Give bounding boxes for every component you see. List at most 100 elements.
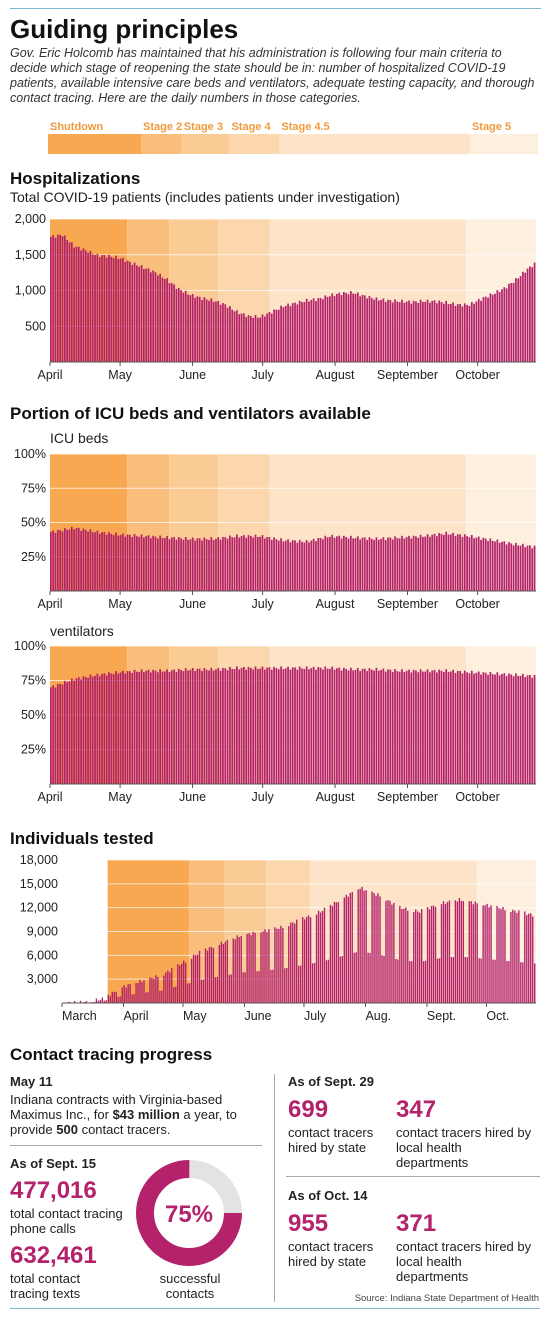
data-bar bbox=[524, 677, 527, 784]
data-bar bbox=[163, 975, 165, 1003]
data-bar bbox=[217, 537, 220, 591]
data-bar bbox=[397, 959, 399, 1003]
data-bar bbox=[89, 529, 92, 591]
data-bar bbox=[280, 305, 282, 362]
data-bar bbox=[117, 996, 119, 1003]
data-bar bbox=[460, 900, 463, 1003]
data-bar bbox=[502, 906, 504, 1003]
data-bar bbox=[277, 669, 280, 784]
data-bar bbox=[70, 526, 73, 591]
data-bar bbox=[373, 539, 375, 591]
data-bar bbox=[289, 542, 292, 591]
data-bar bbox=[189, 539, 192, 591]
data-bar bbox=[163, 538, 166, 591]
data-bar bbox=[395, 959, 397, 1003]
data-bar bbox=[345, 668, 348, 784]
data-bar bbox=[349, 892, 351, 1003]
data-bar bbox=[447, 534, 450, 591]
data-bar bbox=[93, 1001, 96, 1003]
data-bar bbox=[361, 537, 364, 591]
data-bar bbox=[212, 540, 215, 591]
data-bar bbox=[452, 532, 455, 591]
data-bar bbox=[236, 310, 238, 362]
data-bar bbox=[317, 910, 320, 1003]
data-bar bbox=[387, 669, 389, 784]
data-bar bbox=[519, 675, 522, 784]
x-tick-label: Sept. bbox=[427, 1009, 456, 1023]
data-bar bbox=[143, 537, 145, 591]
data-bar bbox=[218, 945, 221, 1003]
data-bar bbox=[263, 669, 266, 784]
data-bar bbox=[381, 955, 383, 1003]
data-bar bbox=[101, 532, 103, 591]
data-bar bbox=[96, 530, 99, 591]
data-bar bbox=[533, 262, 536, 362]
data-bar bbox=[419, 534, 422, 591]
data-bar bbox=[52, 235, 55, 362]
x-tick-label: August bbox=[316, 790, 355, 804]
data-bar bbox=[125, 987, 127, 1003]
y-tick-label: 50% bbox=[21, 708, 46, 722]
data-bar bbox=[155, 975, 157, 1003]
data-bar bbox=[415, 301, 417, 362]
data-bar bbox=[522, 673, 524, 784]
data-bar bbox=[387, 537, 389, 591]
data-bar bbox=[222, 944, 225, 1003]
data-bar bbox=[384, 671, 387, 784]
tested-title: Individuals tested bbox=[10, 829, 154, 848]
sept29-local-label: contact tracers hired by local health de… bbox=[396, 1125, 532, 1170]
data-bar bbox=[75, 678, 78, 784]
data-bar bbox=[238, 669, 241, 784]
data-bar bbox=[464, 957, 466, 1003]
data-bar bbox=[366, 539, 368, 591]
data-bar bbox=[463, 303, 466, 362]
x-tick-label: May bbox=[108, 597, 132, 611]
data-bar bbox=[169, 972, 171, 1003]
stage-label: Stage 2 bbox=[143, 121, 182, 133]
data-bar bbox=[491, 674, 494, 784]
data-bar bbox=[354, 669, 357, 784]
data-bar bbox=[463, 534, 466, 591]
data-bar bbox=[456, 304, 459, 362]
data-bar bbox=[67, 1001, 70, 1003]
data-bar bbox=[312, 298, 315, 362]
data-bar bbox=[468, 537, 471, 591]
data-bar bbox=[219, 670, 222, 784]
data-bar bbox=[403, 538, 406, 591]
data-bar bbox=[217, 300, 220, 362]
data-bar bbox=[184, 537, 187, 591]
data-bar bbox=[147, 992, 149, 1003]
data-bar bbox=[389, 537, 392, 591]
data-bar bbox=[438, 300, 441, 362]
data-bar bbox=[478, 958, 480, 1003]
data-bar bbox=[298, 965, 300, 1003]
data-bar bbox=[354, 293, 357, 362]
hosp-title: Hospitalizations bbox=[10, 169, 141, 188]
data-bar bbox=[436, 303, 438, 362]
data-bar bbox=[415, 909, 417, 1003]
data-bar bbox=[442, 672, 445, 784]
data-bar bbox=[412, 300, 415, 362]
data-bar bbox=[205, 299, 208, 362]
data-bar bbox=[498, 292, 501, 362]
data-bar bbox=[59, 683, 62, 784]
data-bar bbox=[112, 258, 115, 362]
data-bar bbox=[305, 298, 308, 362]
data-bar bbox=[270, 313, 273, 362]
data-bar bbox=[138, 672, 141, 784]
data-bar bbox=[110, 673, 113, 784]
hospitalizations-chart: 2,000 1,500 1,000 500 April May June July August… bbox=[15, 212, 536, 382]
data-bar bbox=[273, 537, 275, 591]
data-bar bbox=[149, 538, 152, 591]
data-bar bbox=[254, 666, 257, 784]
data-bar bbox=[373, 299, 375, 362]
data-bar bbox=[131, 673, 134, 784]
x-tick-label: April bbox=[123, 1009, 148, 1023]
data-bar bbox=[347, 538, 350, 591]
data-bar bbox=[312, 538, 315, 591]
data-bar bbox=[115, 255, 117, 362]
bottom-rule bbox=[10, 1308, 540, 1309]
stage-legend: Shutdown Stage 2 Stage 3 Stage 4 Stage 4.5 St… bbox=[48, 121, 538, 154]
data-bar bbox=[278, 928, 280, 1003]
data-bar bbox=[252, 537, 255, 591]
